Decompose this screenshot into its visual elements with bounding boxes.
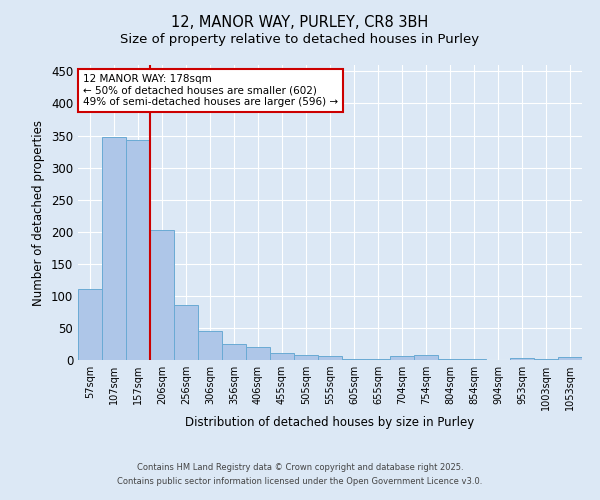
Text: Contains HM Land Registry data © Crown copyright and database right 2025.: Contains HM Land Registry data © Crown c… (137, 464, 463, 472)
Bar (414, 355, 438, 360)
Bar (318, 356, 342, 360)
Bar (558, 358, 582, 360)
Text: Size of property relative to detached houses in Purley: Size of property relative to detached ho… (121, 32, 479, 46)
Bar (222, 344, 246, 360)
Bar (102, 137, 126, 360)
Bar (126, 140, 150, 360)
Bar (150, 230, 174, 360)
Text: 12, MANOR WAY, PURLEY, CR8 3BH: 12, MANOR WAY, PURLEY, CR8 3BH (172, 15, 428, 30)
Bar (174, 306, 198, 360)
X-axis label: Distribution of detached houses by size in Purley: Distribution of detached houses by size … (185, 416, 475, 429)
Y-axis label: Number of detached properties: Number of detached properties (32, 120, 46, 306)
Bar (78, 290, 102, 360)
Bar (438, 358, 462, 360)
Text: 12 MANOR WAY: 178sqm
← 50% of detached houses are smaller (602)
49% of semi-deta: 12 MANOR WAY: 178sqm ← 50% of detached h… (83, 74, 338, 107)
Text: Contains public sector information licensed under the Open Government Licence v3: Contains public sector information licen… (118, 477, 482, 486)
Bar (390, 356, 414, 360)
Bar (246, 346, 270, 360)
Bar (294, 355, 318, 360)
Bar (270, 353, 294, 360)
Bar (510, 358, 534, 360)
Bar (198, 330, 222, 360)
